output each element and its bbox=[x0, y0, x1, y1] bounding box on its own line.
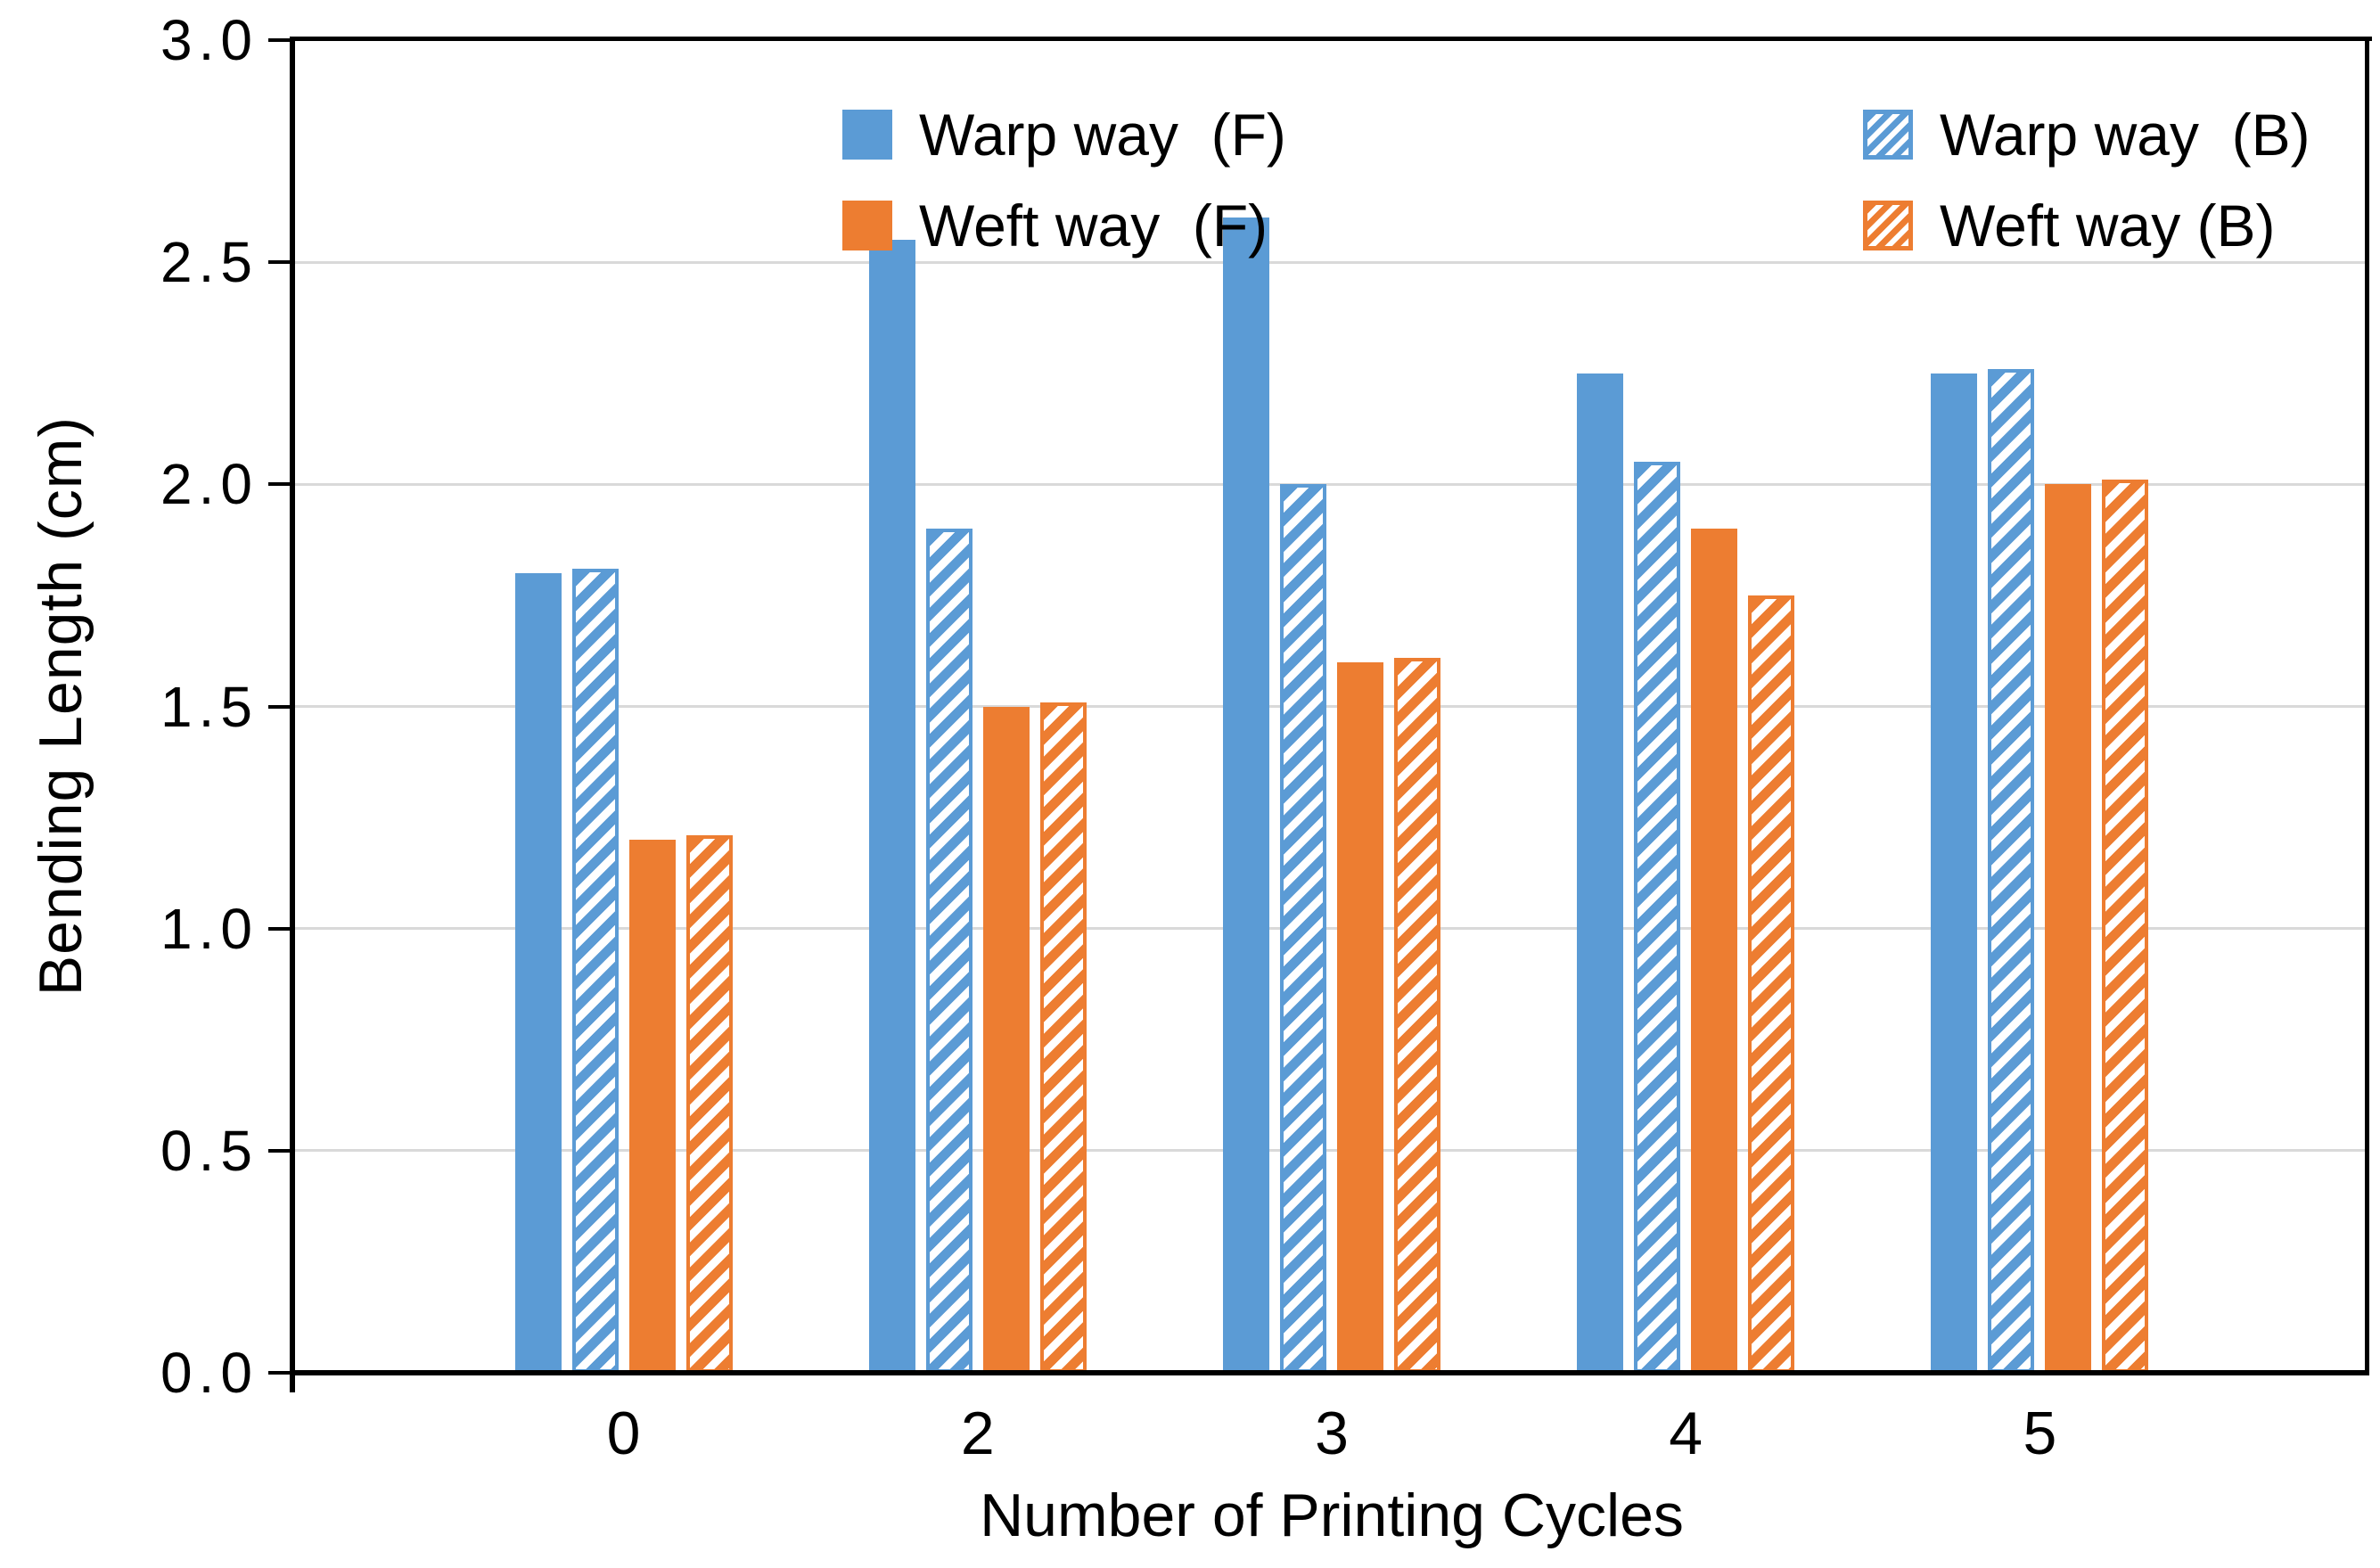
y-tick-label: 0.0 bbox=[160, 1341, 259, 1405]
legend-swatch-warp-f bbox=[842, 110, 892, 160]
y-tick bbox=[268, 260, 293, 265]
y-tick-label: 1.0 bbox=[160, 896, 259, 961]
bar-warp-way-(b)-cat3 bbox=[1280, 484, 1326, 1373]
legend-swatch-warp-b bbox=[1863, 110, 1913, 160]
gridline bbox=[294, 1149, 2369, 1153]
plot-border-top bbox=[290, 37, 2372, 41]
legend-label-weft-f: Weft way (F) bbox=[919, 193, 1268, 259]
y-tick bbox=[268, 926, 293, 931]
bar-weft-way-(f)-cat3 bbox=[1337, 661, 1383, 1373]
x-tick-label-2: 2 bbox=[960, 1400, 995, 1467]
bar-weft-way-(b)-cat5 bbox=[2102, 480, 2149, 1373]
x-axis-line bbox=[290, 1370, 2369, 1375]
bar-weft-way-(f)-cat0 bbox=[628, 840, 676, 1373]
bar-warp-way-(b)-cat0 bbox=[571, 569, 619, 1373]
y-tick-label: 2.5 bbox=[160, 230, 259, 295]
y-tick bbox=[268, 1148, 293, 1153]
legend-item-weft-b: Weft way (B) bbox=[1863, 190, 2276, 261]
bar-weft-way-(b)-cat4 bbox=[1748, 595, 1795, 1373]
bar-weft-way-(f)-cat2 bbox=[982, 706, 1030, 1373]
y-tick-label: 1.5 bbox=[160, 674, 259, 739]
legend-swatch-weft-b bbox=[1863, 201, 1913, 250]
bar-warp-way-(b)-cat5 bbox=[1988, 368, 2035, 1373]
legend-label-warp-f: Warp way (F) bbox=[919, 102, 1286, 168]
plot-area: Warp way (F) Warp way (B) Weft way (F) W… bbox=[294, 40, 2369, 1373]
y-tick bbox=[268, 704, 293, 709]
y-tick bbox=[268, 1371, 293, 1375]
legend-item-warp-f: Warp way (F) bbox=[842, 99, 1286, 170]
legend-swatch-weft-f bbox=[842, 201, 892, 250]
x-axis-title: Number of Printing Cycles bbox=[980, 1482, 1684, 1549]
bar-weft-way-(f)-cat4 bbox=[1691, 529, 1738, 1373]
y-tick-label: 0.5 bbox=[160, 1118, 259, 1183]
y-tick-label: 3.0 bbox=[160, 8, 259, 72]
bar-warp-way-(f)-cat5 bbox=[1931, 373, 1978, 1373]
y-tick-label: 2.0 bbox=[160, 452, 259, 517]
legend-item-weft-f: Weft way (F) bbox=[842, 190, 1268, 261]
bar-weft-way-(f)-cat5 bbox=[2045, 484, 2092, 1373]
bar-weft-way-(b)-cat0 bbox=[685, 835, 733, 1373]
legend-item-warp-b: Warp way (B) bbox=[1863, 99, 2310, 170]
x-tick-label-3: 3 bbox=[1315, 1400, 1349, 1467]
bar-warp-way-(b)-cat2 bbox=[925, 529, 973, 1373]
x-tick-label-0: 0 bbox=[606, 1400, 641, 1467]
legend-label-weft-b: Weft way (B) bbox=[1940, 193, 2276, 259]
x-tick-label-4: 4 bbox=[1669, 1400, 1703, 1467]
gridline bbox=[294, 705, 2369, 708]
bar-weft-way-(b)-cat2 bbox=[1039, 702, 1087, 1373]
plot-border-right bbox=[2365, 37, 2369, 1375]
bar-warp-way-(f)-cat2 bbox=[868, 240, 915, 1373]
bar-warp-way-(f)-cat0 bbox=[514, 573, 562, 1373]
legend-label-warp-b: Warp way (B) bbox=[1940, 102, 2310, 168]
bar-warp-way-(b)-cat4 bbox=[1634, 462, 1681, 1373]
y-tick bbox=[268, 482, 293, 487]
bar-weft-way-(b)-cat3 bbox=[1394, 657, 1440, 1373]
y-tick bbox=[268, 38, 293, 42]
gridline bbox=[294, 482, 2369, 486]
gridline bbox=[294, 927, 2369, 931]
bar-warp-way-(f)-cat4 bbox=[1577, 373, 1624, 1373]
gridline bbox=[294, 260, 2369, 264]
x-tick-label-5: 5 bbox=[2023, 1400, 2057, 1467]
y-axis-line bbox=[290, 37, 295, 1392]
bar-warp-way-(f)-cat3 bbox=[1223, 218, 1269, 1373]
